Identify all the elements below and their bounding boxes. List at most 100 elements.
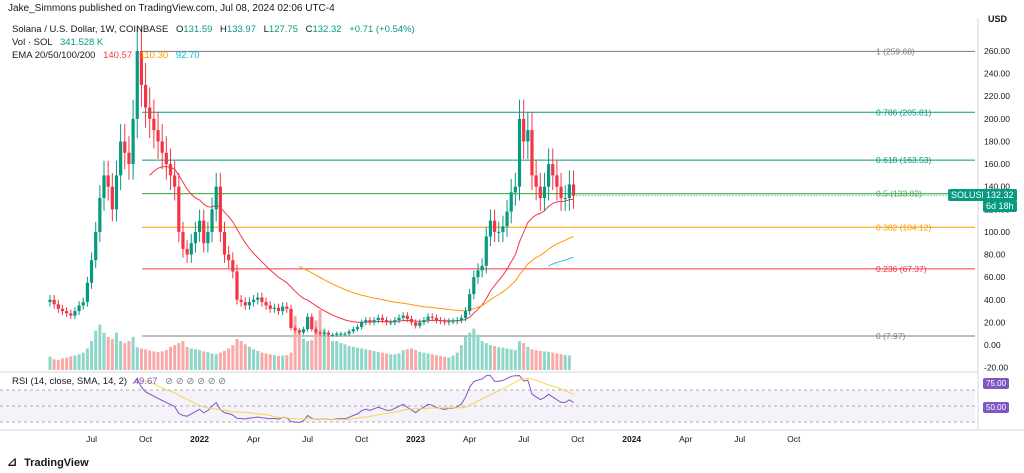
candle-body	[443, 321, 447, 323]
candle-body	[65, 311, 69, 314]
candle-body	[522, 118, 526, 142]
volume-bar	[335, 341, 339, 370]
volume-bar	[518, 341, 522, 370]
y-tick-label: -20.00	[984, 363, 1008, 373]
volume-bar	[69, 356, 73, 370]
volume-bar	[488, 345, 492, 370]
ema50-value: 110.30	[139, 50, 169, 61]
volume-bar	[405, 349, 409, 370]
volume-bar	[484, 343, 488, 370]
volume-bar	[409, 348, 413, 370]
volume-bar	[164, 350, 168, 370]
volume-bar	[534, 350, 538, 370]
candle-body	[567, 184, 571, 198]
volume-bar	[239, 341, 243, 370]
candle-body	[143, 84, 148, 108]
y-tick-label: 240.00	[984, 69, 1010, 79]
candle-body	[476, 270, 480, 278]
candle-body	[418, 322, 422, 326]
volume-bar	[160, 351, 164, 370]
volume-bar	[326, 336, 330, 370]
candle-body	[173, 175, 177, 187]
volume-bar	[447, 357, 451, 370]
fib-label: 0.382 (104.12)	[876, 222, 931, 232]
rsi-ma-line	[141, 377, 574, 420]
ema20-line	[149, 166, 574, 323]
candle-body	[563, 198, 567, 199]
candle-body	[251, 299, 256, 303]
x-tick-label: Jul	[302, 434, 313, 444]
ema100-value: 92.70	[175, 50, 200, 61]
candle-body	[434, 317, 439, 321]
volume-bar	[65, 357, 69, 370]
visibility-icon[interactable]: ⊘ ⊘ ⊘ ⊘ ⊘ ⊘	[165, 376, 227, 387]
volume-bar	[131, 336, 135, 370]
volume-bar	[206, 352, 210, 370]
candle-body	[430, 316, 434, 318]
ema50-line	[299, 236, 574, 312]
tradingview-icon: ⊿	[7, 455, 18, 469]
candle-body	[306, 316, 310, 330]
y-tick-label: 160.00	[984, 159, 1010, 169]
volume-bar	[114, 332, 118, 370]
candle-body	[135, 51, 139, 119]
volume-bar	[198, 350, 202, 370]
volume-bar	[509, 349, 513, 370]
volume-bar	[260, 352, 264, 370]
candle-body	[530, 130, 534, 176]
volume-value: 341.528 K	[59, 37, 104, 48]
candle-body	[314, 329, 318, 333]
volume-bar	[331, 341, 335, 370]
fib-label: 0.236 (67.37)	[876, 264, 927, 274]
candle-body	[484, 236, 488, 266]
volume-bar	[168, 346, 172, 370]
candle-body	[397, 317, 401, 321]
candle-body	[542, 186, 547, 198]
symbol-legend[interactable]: Solana / U.S. Dollar, 1W, COINBASE O131.…	[12, 24, 415, 35]
volume-bar	[148, 350, 152, 370]
y-tick-label: 100.00	[984, 227, 1010, 237]
y-tick-label: 200.00	[984, 114, 1010, 124]
candle-body	[335, 333, 339, 335]
volume-bar	[189, 348, 193, 370]
candle-body	[256, 297, 260, 300]
volume-bar	[256, 350, 260, 370]
rsi-legend[interactable]: RSI (14, close, SMA, 14, 2) 49.67 ⊘ ⊘ ⊘ …	[12, 376, 226, 387]
y-tick-label: 0.00	[984, 340, 1001, 350]
volume-bar	[505, 348, 509, 370]
volume-bar	[235, 338, 239, 370]
volume-bar	[73, 355, 77, 370]
candle-body	[355, 326, 360, 330]
volume-bar	[90, 341, 94, 370]
candle-body	[339, 333, 343, 335]
candle-body	[384, 320, 389, 323]
volume-bar	[385, 353, 389, 370]
volume-bar	[285, 355, 289, 370]
candle-body	[322, 332, 326, 334]
candle-body	[351, 329, 355, 332]
currency-label[interactable]: USD	[988, 14, 1008, 24]
candle-body	[119, 141, 123, 176]
close-value: 132.32	[312, 24, 342, 35]
ema-legend[interactable]: EMA 20/50/100/200 140.57 110.30 92.70	[12, 50, 200, 61]
volume-bar	[293, 316, 297, 370]
volume-legend[interactable]: Vol · SOL 341.528 K	[12, 37, 103, 48]
candle-body	[405, 315, 409, 319]
rsi-label: RSI (14, close, SMA, 14, 2)	[12, 376, 128, 387]
tradingview-logo[interactable]: ⊿ TradingView	[7, 455, 89, 469]
volume-bar	[380, 352, 384, 370]
volume-bar	[339, 343, 343, 370]
y-tick-label: 80.00	[984, 250, 1006, 260]
candle-body	[189, 243, 193, 255]
x-tick-label: 2023	[406, 434, 425, 444]
volume-bar	[497, 347, 501, 370]
y-tick-label: 40.00	[984, 295, 1006, 305]
candle-body	[222, 231, 227, 255]
volume-bar	[85, 348, 89, 370]
candle-body	[264, 302, 268, 306]
x-tick-label: Jul	[734, 434, 745, 444]
candle-body	[98, 198, 102, 232]
candle-body	[73, 311, 77, 316]
volume-bar	[102, 332, 106, 370]
